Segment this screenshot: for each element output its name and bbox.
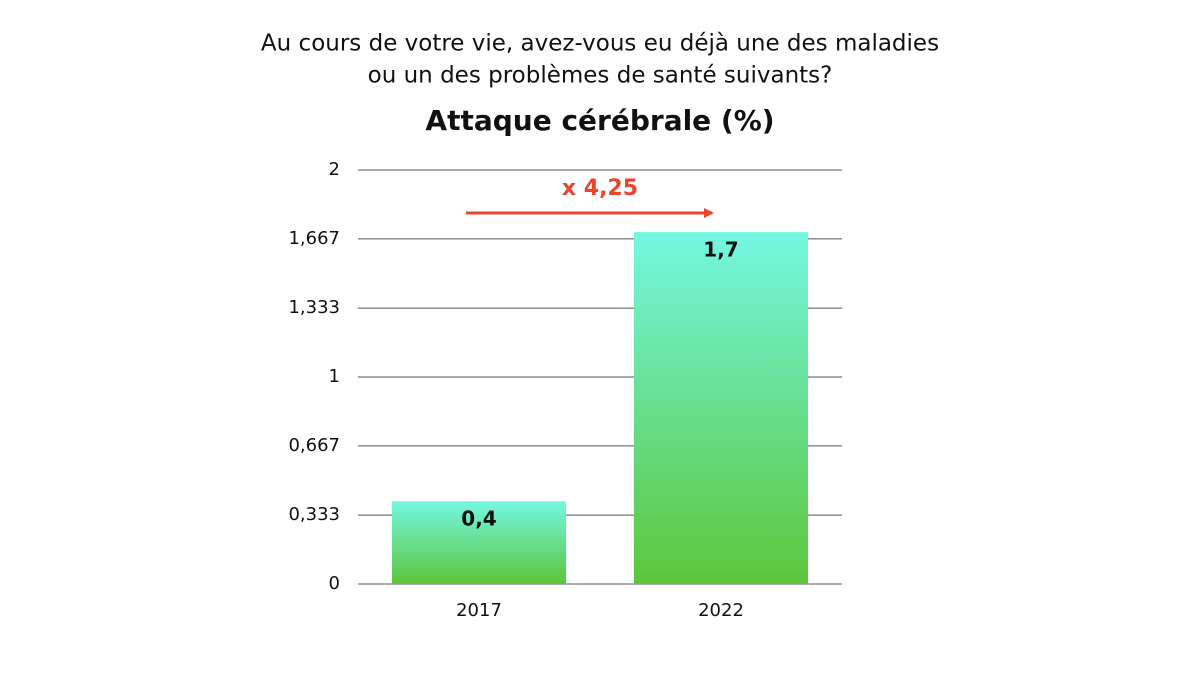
y-tick-label: 2 xyxy=(329,159,340,180)
y-tick-label: 0 xyxy=(329,573,340,594)
y-tick-label: 1,667 xyxy=(288,228,340,249)
value-label: 1,7 xyxy=(703,238,738,262)
x-tick-label: 2022 xyxy=(698,600,744,621)
y-tick-label: 1 xyxy=(329,366,340,387)
subtitle: Au cours de votre vie, avez-vous eu déjà… xyxy=(261,31,939,57)
chart-title: Attaque cérébrale (%) xyxy=(425,104,774,137)
annotation: x 4,25 xyxy=(562,176,638,201)
y-tick-label: 0,667 xyxy=(288,435,340,456)
y-tick-label: 0,333 xyxy=(288,504,340,525)
subtitle: ou un des problèmes de santé suivants? xyxy=(368,63,833,89)
bar xyxy=(634,232,808,584)
bar xyxy=(392,501,566,584)
y-tick-label: 1,333 xyxy=(288,297,340,318)
x-tick-label: 2017 xyxy=(456,600,502,621)
value-label: 0,4 xyxy=(461,507,496,531)
